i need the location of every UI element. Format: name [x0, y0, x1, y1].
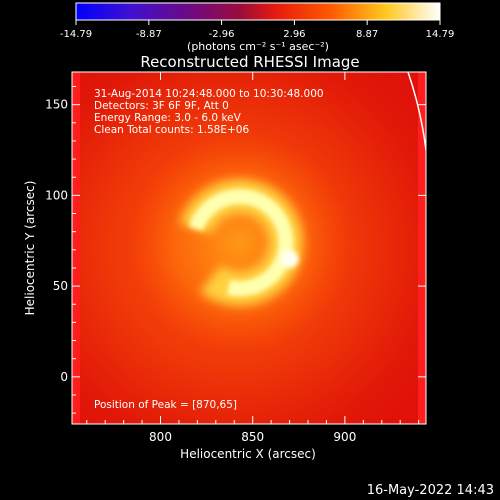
colorbar-tick-label: -14.79	[60, 29, 92, 40]
peak-position-label: Position of Peak = [870,65]	[94, 399, 237, 411]
annotation-line: 31-Aug-2014 10:24:48.000 to 10:30:48.000	[94, 88, 324, 100]
y-axis-label: Heliocentric Y (arcsec)	[23, 181, 37, 316]
timestamp: 16-May-2022 14:43	[367, 483, 494, 498]
annotation-line: Energy Range: 3.0 - 6.0 keV	[94, 112, 242, 124]
colorbar-tick-label: 2.96	[283, 29, 305, 40]
y-ticks: 0 50 100 150	[45, 86, 426, 414]
colorbar-tick-label: 14.79	[426, 29, 455, 40]
x-tick-label: 800	[149, 430, 172, 444]
source-halo	[129, 132, 350, 353]
solar-limb	[407, 72, 426, 151]
y-tick-label: 50	[53, 279, 68, 293]
x-ticks: 800 850 900	[86, 72, 420, 444]
colorbar-tick-label: -8.87	[136, 29, 162, 40]
annotations: 31-Aug-2014 10:24:48.000 to 10:30:48.000…	[94, 88, 324, 136]
image-edge-right	[418, 72, 426, 424]
y-tick-label: 100	[45, 188, 68, 202]
colorbar-tick-labels: -14.79 -8.87 -2.96 2.96 8.87 14.79	[60, 29, 454, 40]
colorbar-tick-label: -2.96	[209, 29, 235, 40]
image-edge-left	[72, 72, 80, 424]
image-area	[72, 72, 426, 424]
annotation-line: Detectors: 3F 6F 9F, Att 0	[94, 100, 229, 112]
y-tick-label: 150	[45, 98, 68, 112]
x-axis-label: Heliocentric X (arcsec)	[180, 447, 316, 461]
x-tick-label: 900	[333, 430, 356, 444]
plot-frame	[71, 71, 427, 425]
annotation-line: Clean Total counts: 1.58E+06	[94, 124, 249, 136]
chart-title: Reconstructed RHESSI Image	[140, 53, 359, 71]
colorbar-ticks	[75, 20, 441, 25]
peak-spot	[280, 249, 299, 268]
x-tick-label: 850	[241, 430, 264, 444]
colorbar-unit-label: (photons cm⁻² s⁻¹ asec⁻²)	[187, 40, 329, 53]
colorbar	[75, 2, 441, 21]
colorbar-tick-label: 8.87	[356, 29, 378, 40]
y-tick-label: 0	[60, 370, 68, 384]
source-ring-core	[186, 188, 294, 297]
